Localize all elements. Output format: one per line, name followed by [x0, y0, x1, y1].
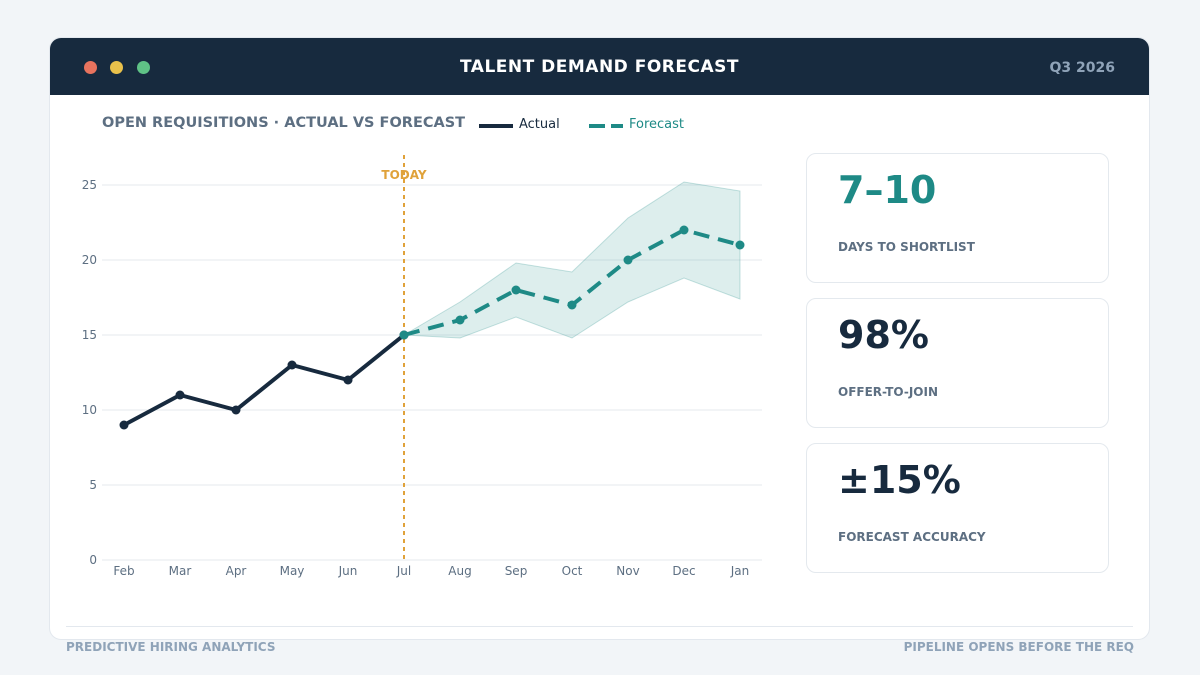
y-tick-label: 25	[82, 178, 97, 192]
data-point-actual-jun	[343, 375, 353, 385]
kpi-value-forecast-accuracy: ±15%	[838, 458, 961, 502]
minimize-window-dot[interactable]	[110, 61, 123, 74]
data-point-forecast-sep	[511, 285, 521, 295]
data-point-forecast-dec	[679, 225, 689, 235]
requisitions-line-chart: 0 5 10 15 20 25 Feb Mar Apr May Jun Jul Aug Sep Oct Nov…	[82, 155, 762, 578]
data-point-actual-mar	[175, 390, 185, 400]
x-tick-label-dec: Dec	[672, 564, 695, 578]
y-tick-label: 15	[82, 328, 97, 342]
series-line-actual	[122, 333, 406, 427]
x-tick-label-sep: Sep	[505, 564, 528, 578]
kpi-label-shortlist: DAYS TO SHORTLIST	[838, 240, 975, 254]
x-tick-label-oct: Oct	[562, 564, 583, 578]
close-window-dot[interactable]	[84, 61, 97, 74]
y-tick-label: 5	[89, 478, 97, 492]
x-tick-label-jan: Jan	[730, 564, 750, 578]
maximize-window-dot[interactable]	[137, 61, 150, 74]
window-title: TALENT DEMAND FORECAST	[460, 57, 739, 77]
footer-right-caption: PIPELINE OPENS BEFORE THE REQ	[903, 640, 1134, 654]
today-marker-label: TODAY	[381, 168, 426, 182]
y-tick-label: 10	[82, 403, 97, 417]
data-point-forecast-jul	[399, 330, 409, 340]
chart-title: OPEN REQUISITIONS · ACTUAL VS FORECAST	[102, 115, 466, 131]
footer-left-caption: PREDICTIVE HIRING ANALYTICS	[66, 640, 276, 654]
kpi-label-forecast-accuracy: FORECAST ACCURACY	[838, 530, 986, 544]
x-tick-label-aug: Aug	[448, 564, 471, 578]
y-tick-label: 0	[89, 553, 97, 567]
data-point-actual-may	[287, 360, 297, 370]
data-point-actual-feb	[119, 420, 129, 430]
x-tick-label-may: May	[280, 564, 305, 578]
kpi-card-forecast-accuracy: ±15% FORECAST ACCURACY	[806, 443, 1109, 573]
legend-swatch-forecast	[589, 124, 623, 128]
legend-label-forecast: Forecast	[629, 117, 685, 132]
quarter-label: Q3 2026	[1049, 60, 1115, 76]
y-tick-label: 20	[82, 253, 97, 267]
footer-divider	[66, 626, 1133, 627]
legend-label-actual: Actual	[519, 117, 560, 132]
kpi-card-offer-to-join: 98% OFFER-TO-JOIN	[806, 298, 1109, 428]
kpi-label-offer-to-join: OFFER-TO-JOIN	[838, 385, 939, 399]
dashboard-window: TALENT DEMAND FORECAST Q3 2026 OPEN REQU…	[49, 37, 1150, 640]
x-tick-label-feb: Feb	[113, 564, 134, 578]
kpi-card-shortlist: 7–10 DAYS TO SHORTLIST	[806, 153, 1109, 283]
x-tick-label-mar: Mar	[169, 564, 192, 578]
kpi-value-shortlist: 7–10	[838, 168, 937, 212]
data-point-forecast-nov	[623, 255, 633, 265]
data-point-forecast-aug	[455, 315, 465, 325]
x-tick-label-nov: Nov	[616, 564, 639, 578]
legend-swatch-actual	[479, 124, 513, 128]
data-point-actual-apr	[231, 405, 241, 415]
title-bar: TALENT DEMAND FORECAST Q3 2026	[50, 38, 1149, 95]
x-tick-label-jul: Jul	[396, 564, 411, 578]
data-point-forecast-oct	[567, 300, 577, 310]
x-tick-label-jun: Jun	[338, 564, 358, 578]
x-tick-label-apr: Apr	[226, 564, 247, 578]
data-point-forecast-jan	[735, 240, 745, 250]
kpi-value-offer-to-join: 98%	[838, 313, 929, 357]
